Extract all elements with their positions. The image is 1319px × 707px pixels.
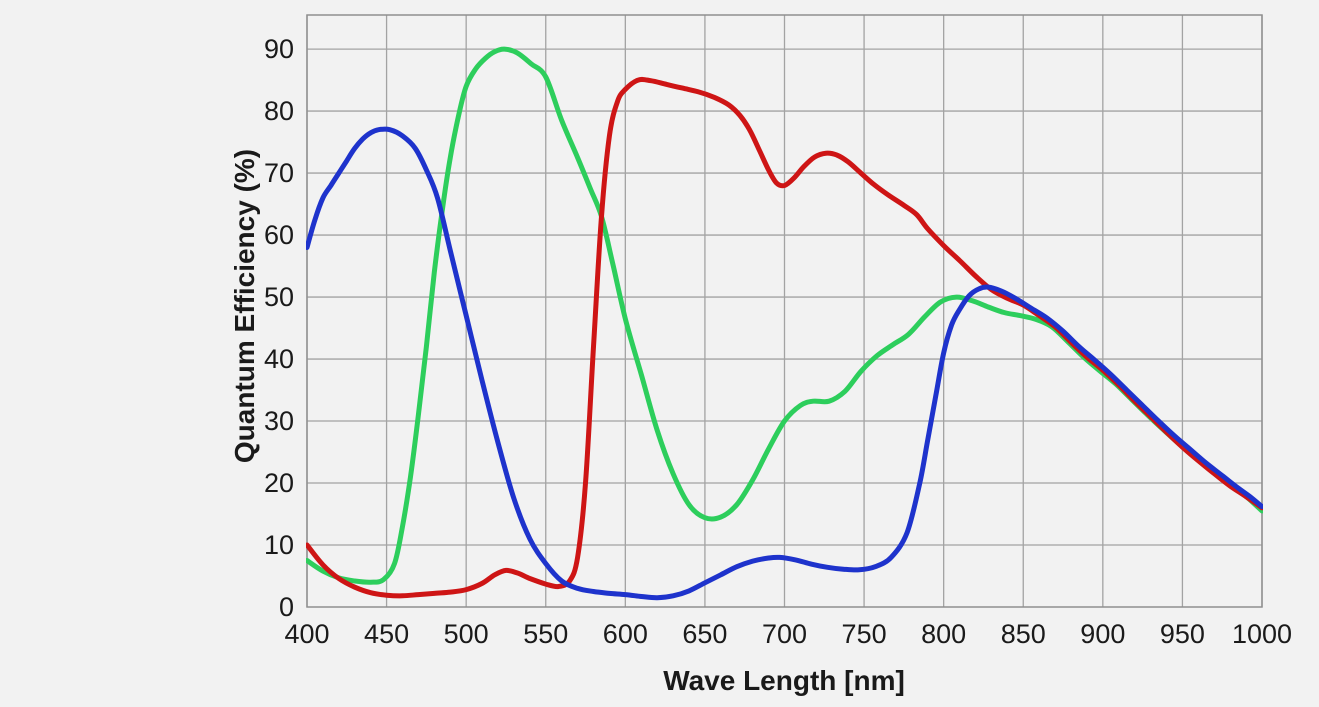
x-tick-label-850: 850 [1001,619,1046,649]
x-tick-label-950: 950 [1160,619,1205,649]
curve-blue-channel [306,126,1263,601]
x-tick-label-800: 800 [921,619,966,649]
x-axis-title: Wave Length [nm] [663,665,905,696]
x-tick-label-1000: 1000 [1232,619,1292,649]
x-tick-label-450: 450 [364,619,409,649]
x-tick-label-700: 700 [762,619,807,649]
y-tick-label-30: 30 [264,406,294,436]
x-tick-label-500: 500 [444,619,489,649]
plot-frame [306,14,1263,608]
x-tick-label-550: 550 [523,619,568,649]
y-tick-label-80: 80 [264,96,294,126]
y-tick-label-50: 50 [264,282,294,312]
y-tick-label-40: 40 [264,344,294,374]
x-tick-label-650: 650 [682,619,727,649]
y-tick-label-70: 70 [264,158,294,188]
x-tick-label-400: 400 [284,619,329,649]
y-tick-label-10: 10 [264,530,294,560]
y-axis-title: Quantum Efficiency (%) [229,148,260,464]
x-tick-label-750: 750 [842,619,887,649]
y-tick-label-90: 90 [264,34,294,64]
y-tick-label-60: 60 [264,220,294,250]
x-tick-label-900: 900 [1080,619,1125,649]
y-tick-label-0: 0 [279,592,294,622]
x-tick-label-600: 600 [603,619,648,649]
y-tick-label-20: 20 [264,468,294,498]
